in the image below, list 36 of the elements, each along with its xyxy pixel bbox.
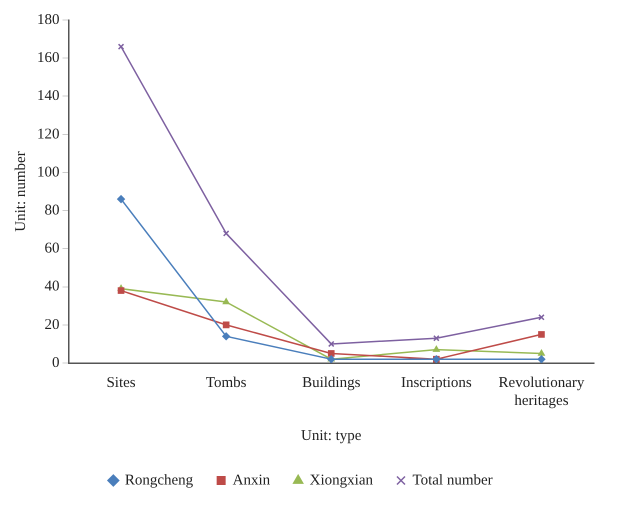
point [537,355,546,363]
y-tick-label: 100 [37,164,60,180]
point [432,346,440,352]
y-tick-label: 0 [52,354,60,371]
x-tick-label: Tombs [206,374,247,391]
point [538,349,545,356]
point [118,287,124,294]
x-axis-title: Unit: type [301,428,362,444]
x-tick-label: Buildings [302,374,361,391]
point [118,43,124,50]
y-axis-title: Unit: number [12,151,29,232]
y-tick-label: 180 [37,12,60,28]
legend-label: Rongcheng [124,472,194,488]
point [222,298,230,304]
point [222,332,230,340]
legend-label: Total number [412,472,493,488]
point [538,314,545,320]
point [433,335,440,342]
point [538,331,545,338]
y-tick-label: 160 [37,50,60,66]
point [222,230,230,237]
legend-label: Xiongxian [310,472,374,488]
y-tick-label: 80 [44,202,60,218]
x-tick-label: Sites [106,374,136,391]
y-tick-label: 20 [44,316,60,333]
y-tick-label: 60 [44,240,60,257]
point [222,322,230,328]
point [328,340,334,348]
x-tick-label: Inscriptions [400,374,472,391]
y-tick-label: 120 [37,126,60,142]
legend-label: Anxin [232,472,271,488]
point [328,350,335,357]
x-tick-label: Revolutionary heritages [498,374,585,409]
point [117,195,126,204]
y-tick-label: 40 [44,278,60,295]
y-tick-label: 140 [37,88,60,104]
